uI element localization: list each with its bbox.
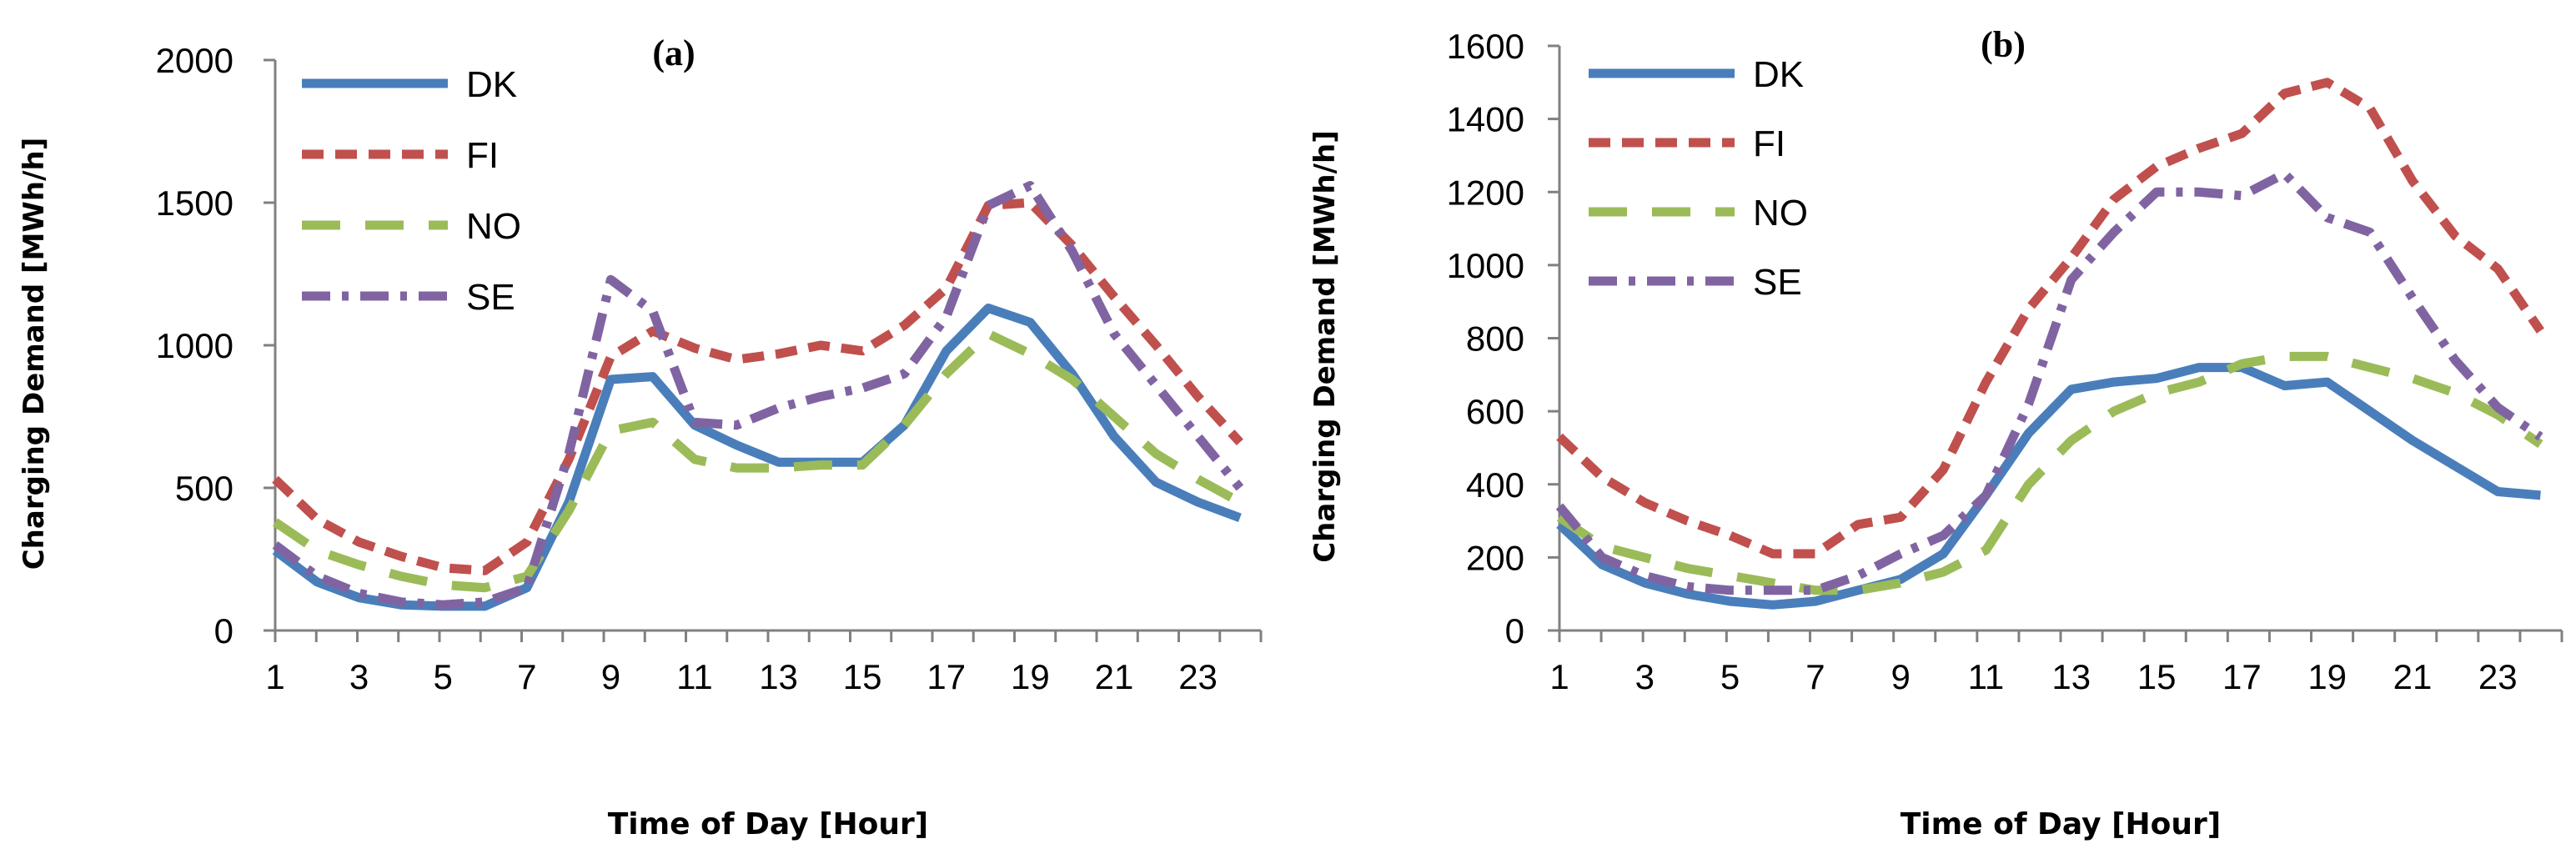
x-tick-label: 5 xyxy=(1720,657,1740,696)
y-tick-label: 1000 xyxy=(1447,246,1524,285)
series-line-se xyxy=(272,181,1244,610)
x-tick-label: 9 xyxy=(1891,657,1911,696)
y-tick-label: 2000 xyxy=(156,41,233,80)
x-tick-label: 11 xyxy=(676,657,713,696)
x-tick-label: 17 xyxy=(926,657,966,696)
x-tick-label: 15 xyxy=(2137,657,2177,696)
x-tick-label: 13 xyxy=(2051,657,2091,696)
x-tick-label: 19 xyxy=(2307,657,2347,696)
series-line-se xyxy=(1555,168,2543,595)
y-tick-label: 1000 xyxy=(156,326,233,365)
x-tick-label: 1 xyxy=(1549,657,1569,696)
y-tick-label: 1400 xyxy=(1447,100,1524,139)
y-axis-title: Charging Demand [MWh/h] xyxy=(18,138,51,570)
x-tick-label: 23 xyxy=(2478,657,2518,696)
x-tick-label: 21 xyxy=(1095,657,1134,696)
legend-label-se: SE xyxy=(1753,262,1802,303)
x-tick-label: 15 xyxy=(843,657,882,696)
legend-label-se: SE xyxy=(466,277,515,318)
series-line-fi xyxy=(1556,78,2544,559)
x-tick-label: 19 xyxy=(1011,657,1050,696)
x-tick-label: 17 xyxy=(2222,657,2262,696)
panel-label: (a) xyxy=(652,33,695,73)
series-line-no xyxy=(1556,351,2543,595)
y-axis-title: Charging Demand [MWh/h] xyxy=(1308,130,1342,563)
y-tick-label: 600 xyxy=(1466,392,1524,431)
y-tick-label: 400 xyxy=(1466,465,1524,505)
x-tick-label: 7 xyxy=(517,657,536,696)
y-tick-label: 0 xyxy=(214,611,233,651)
x-axis-title: Time of Day [Hour] xyxy=(1901,807,2222,841)
legend-label-fi: FI xyxy=(1753,123,1785,164)
x-tick-label: 5 xyxy=(434,657,453,696)
legend-label-no: NO xyxy=(466,206,521,247)
y-tick-label: 200 xyxy=(1466,538,1524,577)
x-tick-label: 3 xyxy=(1635,657,1655,696)
legend-label-no: NO xyxy=(1753,193,1808,234)
x-tick-label: 21 xyxy=(2393,657,2433,696)
y-tick-label: 500 xyxy=(175,469,233,508)
series-line-fi xyxy=(272,198,1243,575)
legend-label-fi: FI xyxy=(466,135,499,176)
x-tick-label: 3 xyxy=(349,657,369,696)
x-tick-label: 13 xyxy=(759,657,798,696)
x-axis-title: Time of Day [Hour] xyxy=(608,807,929,841)
x-tick-label: 11 xyxy=(1968,657,2005,696)
x-tick-label: 23 xyxy=(1178,657,1218,696)
legend-label-dk: DK xyxy=(466,64,517,105)
y-tick-label: 800 xyxy=(1466,319,1524,359)
x-tick-label: 7 xyxy=(1805,657,1825,696)
y-tick-label: 1600 xyxy=(1447,27,1524,66)
legend-label-dk: DK xyxy=(1753,54,1804,95)
x-tick-label: 9 xyxy=(601,657,620,696)
x-tick-label: 1 xyxy=(265,657,284,696)
y-tick-label: 1500 xyxy=(156,183,233,223)
panel-label: (b) xyxy=(1981,24,2026,65)
series-line-dk xyxy=(1556,363,2541,610)
series-line-no xyxy=(272,329,1243,593)
y-tick-label: 1200 xyxy=(1447,173,1524,212)
y-tick-label: 0 xyxy=(1505,611,1524,651)
